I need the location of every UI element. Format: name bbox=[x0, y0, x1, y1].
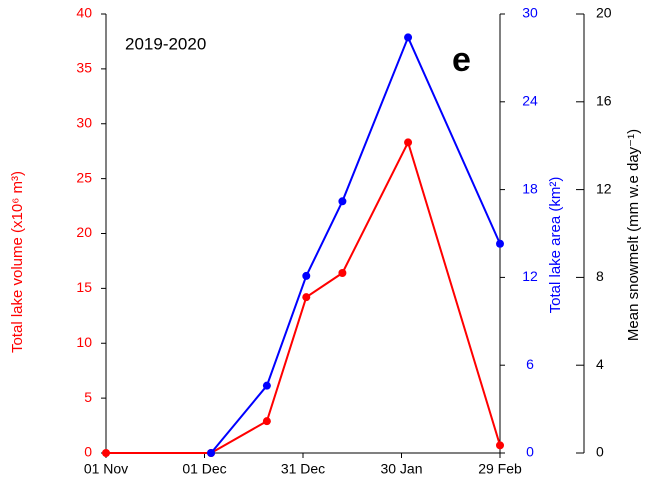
y-axis-label: Total lake volume (x10⁶ m³) bbox=[9, 171, 26, 353]
x-tick-label: 29 Feb bbox=[478, 461, 522, 477]
y2-tick-label: 12 bbox=[522, 268, 538, 284]
data-point bbox=[102, 449, 110, 457]
y3-tick-label: 12 bbox=[596, 180, 612, 196]
y3-tick-label: 8 bbox=[596, 268, 604, 284]
y-tick-label: 20 bbox=[76, 224, 92, 240]
data-point bbox=[338, 269, 347, 278]
y-tick-label: 5 bbox=[84, 389, 92, 405]
y-tick-label: 40 bbox=[76, 5, 92, 21]
x-tick-label: 31 Dec bbox=[281, 461, 325, 477]
data-point bbox=[207, 449, 216, 457]
y-tick-label: 10 bbox=[76, 334, 92, 350]
annotation: 2019-2020 bbox=[125, 34, 206, 53]
y2-tick-label: 0 bbox=[526, 444, 534, 460]
y2-tick-label: 6 bbox=[526, 356, 534, 372]
y3-tick-label: 0 bbox=[596, 444, 604, 460]
y2-tick-label: 24 bbox=[522, 93, 538, 109]
y2-axis-label: Total lake area (km²) bbox=[547, 177, 564, 314]
data-point bbox=[338, 197, 347, 206]
y2-tick-label: 30 bbox=[522, 5, 538, 21]
y2-tick-label: 18 bbox=[522, 180, 538, 196]
y-tick-label: 0 bbox=[84, 444, 92, 460]
data-point bbox=[496, 441, 504, 450]
y3-tick-label: 4 bbox=[596, 356, 604, 372]
y3-axis-label: Mean snowmelt (mm w.e day⁻¹) bbox=[625, 129, 642, 341]
x-tick-label: 01 Dec bbox=[182, 461, 226, 477]
series-line bbox=[210, 34, 501, 454]
y3-tick-label: 20 bbox=[596, 5, 612, 21]
y-tick-label: 30 bbox=[76, 114, 92, 130]
y-tick-label: 15 bbox=[76, 279, 92, 295]
data-point bbox=[302, 293, 311, 302]
data-point bbox=[404, 33, 413, 42]
y-tick-label: 35 bbox=[76, 60, 92, 76]
y3-tick-label: 16 bbox=[596, 93, 612, 109]
data-point bbox=[262, 381, 271, 390]
x-tick-label: 01 Nov bbox=[84, 461, 128, 477]
data-point bbox=[302, 271, 311, 280]
panel-letter: e bbox=[452, 41, 471, 79]
y-tick-label: 25 bbox=[76, 169, 92, 185]
x-tick-label: 30 Jan bbox=[380, 461, 422, 477]
data-point bbox=[404, 138, 413, 147]
data-point bbox=[262, 417, 271, 426]
data-point bbox=[496, 239, 504, 248]
